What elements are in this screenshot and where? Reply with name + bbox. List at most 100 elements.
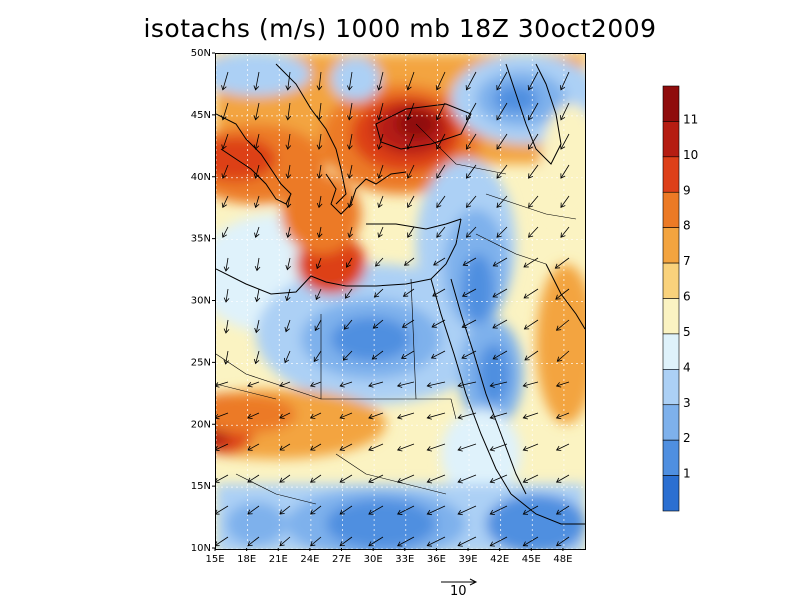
wind-vector — [254, 226, 260, 238]
wind-vector — [284, 319, 291, 333]
reference-vector — [441, 578, 478, 586]
wind-vector — [279, 505, 291, 515]
wind-vector — [247, 412, 260, 419]
longitude-ticks: 15E 18E 21E 24E 27E 30E 33E 36E 39E 42E 45E 48E — [205, 548, 572, 565]
colorbar-swatch — [662, 227, 680, 264]
wind-vector — [522, 443, 539, 452]
wind-vector — [492, 288, 508, 298]
wind-vector — [279, 536, 291, 547]
wind-vector — [489, 505, 508, 515]
wind-vector — [253, 195, 260, 209]
wind-vector — [216, 443, 229, 452]
wind-vector — [247, 536, 260, 547]
wind-vector — [426, 443, 446, 452]
wind-vector — [223, 288, 230, 303]
wind-vector — [216, 412, 229, 420]
wind-vector — [316, 71, 323, 91]
wind-vector — [375, 257, 384, 267]
wind-vector — [283, 350, 291, 364]
wind-vector — [401, 350, 415, 359]
colorbar-label: 9 — [683, 183, 691, 197]
wind-vector — [377, 164, 384, 179]
wind-vector — [396, 443, 415, 452]
colorbar-swatch — [662, 475, 680, 512]
wind-vector — [466, 133, 477, 150]
colorbar-label: 7 — [683, 254, 691, 268]
lon-tick-label: 45E — [522, 554, 541, 565]
wind-vector — [523, 319, 539, 330]
lat-tick-label: 20N — [191, 419, 211, 430]
wind-vector — [555, 319, 570, 331]
wind-vector — [397, 474, 415, 484]
colorbar-swatch — [662, 369, 680, 406]
wind-vector — [426, 381, 446, 388]
wind-vector — [522, 505, 539, 515]
wind-vector — [522, 412, 539, 420]
wind-vector — [489, 536, 508, 547]
lon-tick-label: 18E — [237, 554, 256, 565]
colorbar-swatch — [662, 191, 680, 228]
colorbar-label: 6 — [683, 290, 691, 304]
wind-vector — [339, 505, 353, 515]
wind-vector — [309, 443, 322, 451]
wind-vector — [314, 319, 322, 332]
wind-vector — [347, 226, 353, 238]
wind-vector — [560, 102, 570, 121]
colorbar-swatch — [662, 333, 680, 370]
wind-vector — [560, 164, 570, 179]
wind-vector — [527, 102, 539, 121]
wind-vector — [343, 319, 353, 330]
wind-vector — [254, 319, 260, 334]
wind-vector — [496, 71, 508, 91]
colorbar-swatch — [662, 85, 680, 122]
colorbar-label: 2 — [683, 431, 691, 445]
wind-vector — [406, 71, 415, 91]
wind-vector — [465, 71, 477, 91]
wind-vector — [316, 164, 323, 179]
coastlines — [216, 63, 585, 525]
wind-vector — [373, 288, 384, 298]
wind-vector — [216, 381, 229, 388]
wind-vector — [254, 288, 261, 303]
wind-vector — [368, 443, 384, 452]
map-title: isotachs (m/s) 1000 mb 18Z 30oct2009 — [143, 14, 657, 43]
wind-vector — [461, 319, 477, 328]
wind-vector — [436, 195, 446, 208]
wind-vector — [554, 257, 570, 269]
wind-vector — [310, 536, 322, 547]
wind-vector — [376, 133, 384, 150]
wind-vector — [279, 381, 291, 388]
wind-vector — [522, 536, 539, 547]
wind-vector — [368, 412, 384, 420]
wind-vector — [216, 536, 229, 547]
colorbar-label: 8 — [683, 219, 691, 233]
wind-vector — [223, 319, 230, 334]
wind-vector — [279, 412, 291, 419]
wind-vector — [347, 133, 353, 150]
wind-vector — [457, 536, 477, 547]
wind-vector — [528, 226, 539, 238]
wind-vector — [279, 443, 291, 451]
wind-vector — [560, 226, 570, 238]
wind-vector — [285, 226, 292, 238]
lat-tick-label: 15N — [191, 481, 211, 492]
wind-vector — [247, 381, 260, 388]
wind-vector — [377, 226, 384, 238]
wind-vector — [316, 102, 323, 121]
wind-vector — [465, 102, 477, 121]
wind-vector — [435, 71, 446, 91]
wind-vector — [528, 195, 539, 208]
wind-vector — [523, 257, 539, 268]
colorbar-swatch — [662, 298, 680, 335]
colorbar-label: 3 — [683, 396, 691, 410]
wind-vector — [376, 71, 384, 91]
lon-tick-label: 39E — [459, 554, 478, 565]
wind-vector — [216, 505, 229, 515]
wind-vector — [406, 164, 415, 179]
wind-vector — [339, 381, 353, 388]
wind-vector — [523, 288, 539, 299]
wind-vector — [309, 381, 322, 388]
wind-vector — [457, 505, 477, 516]
colorbar-swatch — [662, 404, 680, 441]
wind-vector — [522, 474, 539, 484]
